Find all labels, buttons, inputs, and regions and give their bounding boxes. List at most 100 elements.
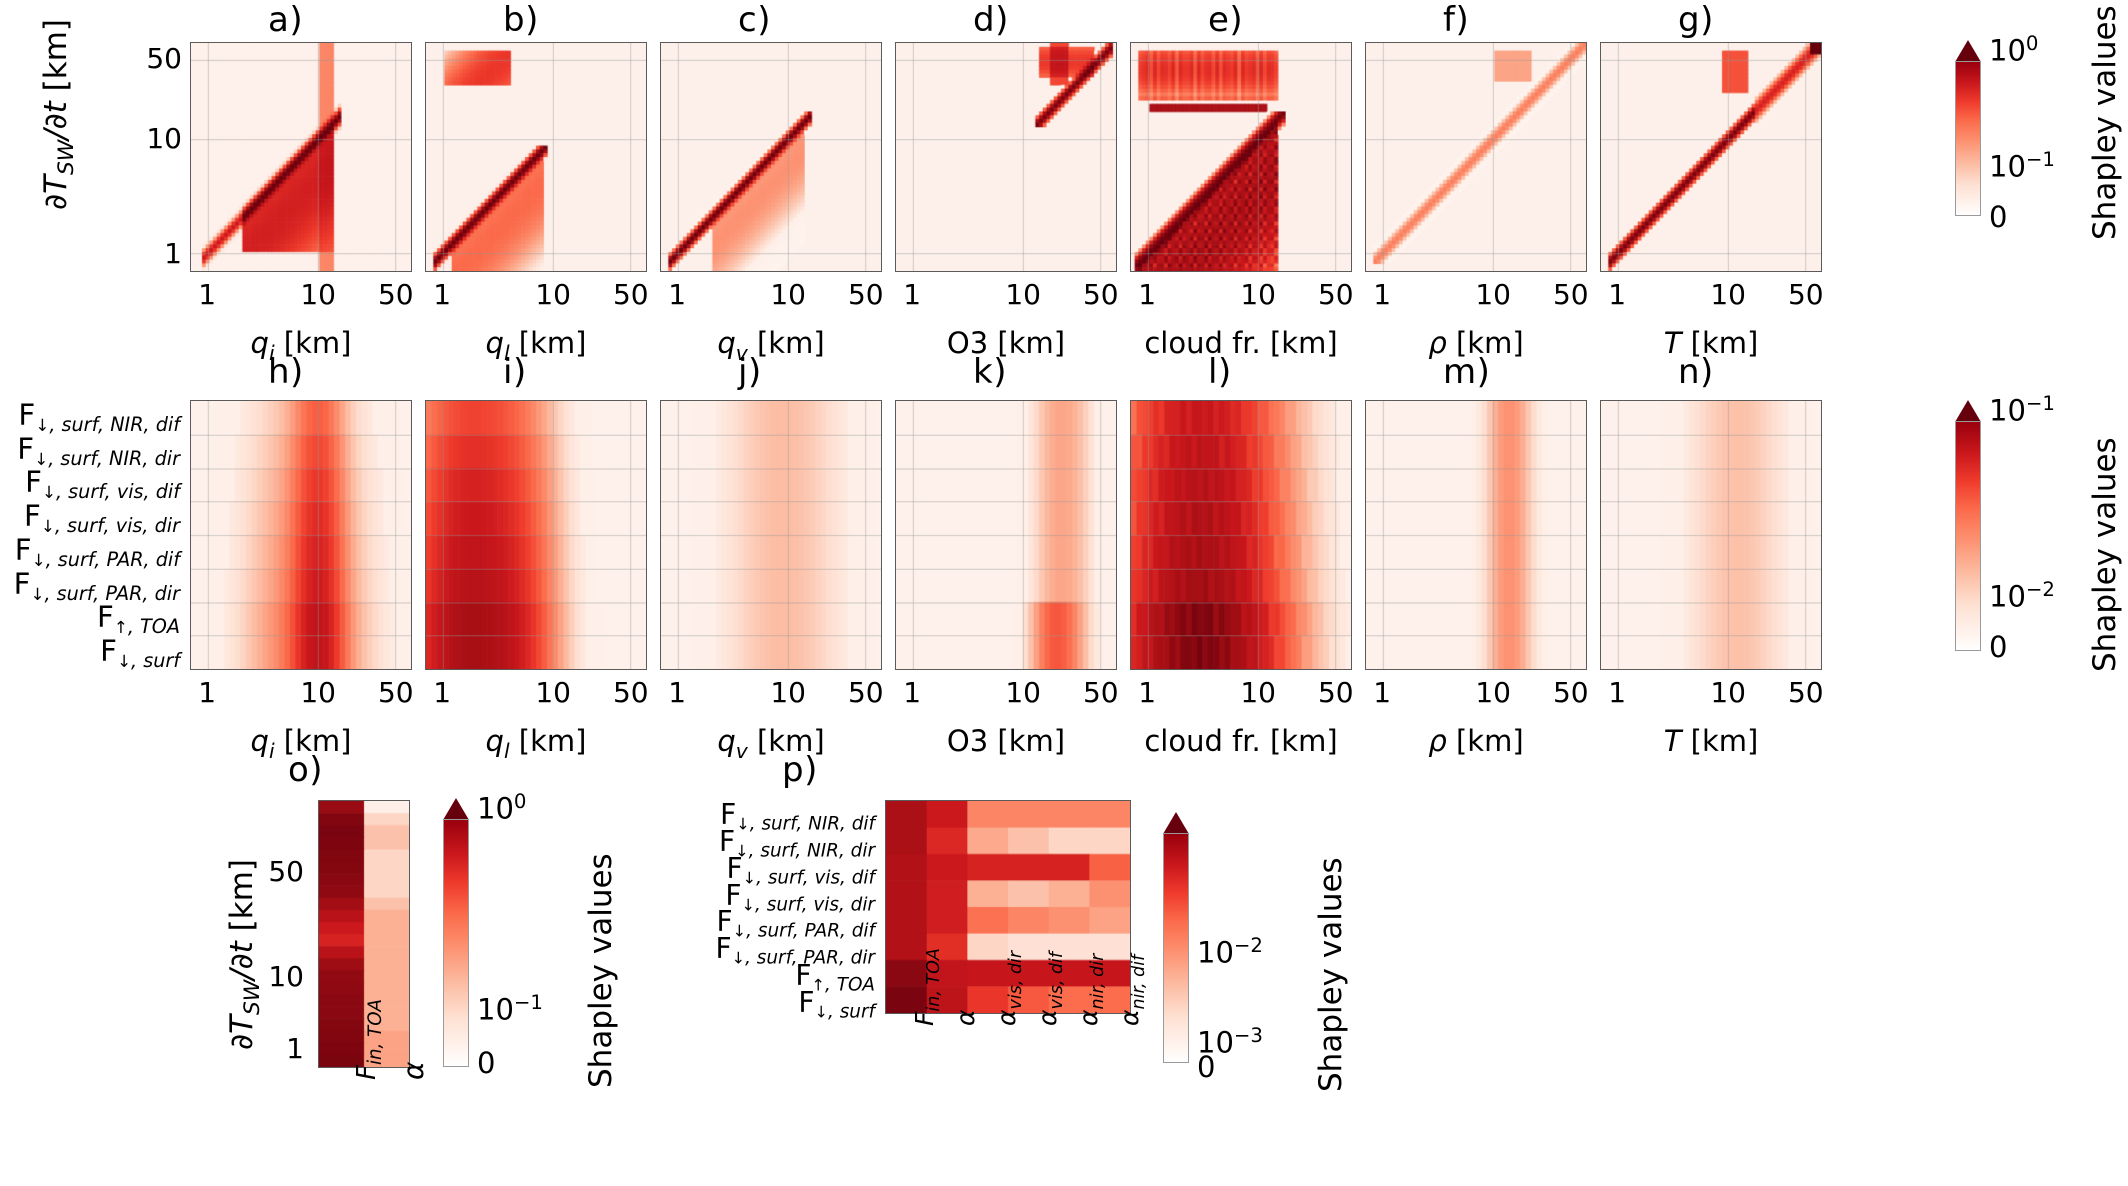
panel-p-xtick-label-0: Fin, TOA (910, 948, 945, 1026)
row1-xtick-4-1: 10 (1240, 278, 1276, 311)
row2-panel-3[interactable] (895, 400, 1117, 670)
row2-xtick-4-2: 50 (1317, 676, 1354, 709)
panel-o-xtick-alpha: α (397, 1061, 430, 1080)
panel-letter-h: h) (268, 352, 304, 392)
panel-p-ytick-1: F↓, surf, NIR, dir (719, 825, 875, 862)
colorbar-tick-1: 10−1 (477, 991, 543, 1027)
panel-letter-a: a) (268, 0, 304, 40)
row2-panel-2[interactable] (660, 400, 882, 670)
panel-letter-o: o) (288, 750, 324, 790)
row1-heatmap-3 (896, 43, 1116, 271)
row1-xtick-1-0: 1 (433, 278, 452, 311)
row1-panel-2[interactable] (660, 42, 882, 272)
row2-xtick-1-0: 1 (433, 676, 452, 709)
colorbar-tick-2: 0 (1989, 630, 2008, 664)
colorbar-tick-0: 10−1 (1989, 392, 2055, 428)
row1-ytick-0: 1 (164, 237, 182, 271)
row1-heatmap-2 (661, 43, 881, 271)
row2-panel-6[interactable] (1600, 400, 1822, 670)
colorbar-tick-2: 0 (1197, 1050, 1216, 1084)
row1-panel-1[interactable] (425, 42, 647, 272)
row2-panel-1[interactable] (425, 400, 647, 670)
row1-xtick-0-2: 50 (377, 278, 414, 311)
row2-heatmap-0 (191, 401, 411, 669)
row2-ytick-5: F↓, surf, PAR, dir (13, 566, 180, 605)
row2-xtick-2-1: 10 (770, 676, 806, 709)
row1-heatmap-4 (1131, 43, 1351, 271)
panel-o-heatmap[interactable] (318, 800, 410, 1068)
panel-p-xtick-4: αnir, dir (1074, 954, 1108, 1026)
row1-xtick-0-1: 10 (300, 278, 336, 311)
row2-xtick-5-0: 1 (1373, 676, 1392, 709)
panel-letter-d: d) (973, 0, 1009, 40)
row1-xtick-1-1: 10 (535, 278, 571, 311)
panel-p-heatmap[interactable] (885, 800, 1131, 1014)
row1-panel-0[interactable] (190, 42, 412, 272)
row1-heatmap-6 (1601, 43, 1821, 271)
row2-ytick-7: F↓, surf (100, 634, 180, 672)
row1-xlabel-6: T [km] (1663, 326, 1759, 360)
panel-p-xtick-0: Fin, TOA (910, 948, 944, 1026)
panel-letter-c: c) (738, 0, 771, 40)
row1-panel-4[interactable] (1130, 42, 1352, 272)
row1-xtick-2-0: 1 (668, 278, 687, 311)
row1-xtick-3-1: 10 (1005, 278, 1041, 311)
panel-p-xtick-label-5: αnir, dif (1115, 954, 1150, 1026)
row2-xtick-4-1: 10 (1240, 676, 1276, 709)
row2-ytick-0: F↓, surf, NIR, dif (18, 397, 180, 436)
panel-o-ytick-1: 1 (286, 1032, 304, 1065)
row2-xtick-1-1: 10 (535, 676, 571, 709)
panel-o-ytick-50: 50 (268, 855, 304, 888)
row2-heatmap-5 (1366, 401, 1586, 669)
row2-xtick-2-2: 50 (847, 676, 884, 709)
row2-heatmap-1 (426, 401, 646, 669)
row1-heatmap-1 (426, 43, 646, 271)
row1-xtick-6-1: 10 (1710, 278, 1746, 311)
row2-ytick-6: F↑, TOA (96, 600, 180, 639)
row1-xtick-5-1: 10 (1475, 278, 1511, 311)
row1-xlabel-3: O3 [km] (946, 326, 1066, 360)
colorbar-arrow-icon (1955, 400, 1981, 422)
row1-panel-3[interactable] (895, 42, 1117, 272)
panel-letter-p: p) (782, 750, 818, 790)
row2-xlabel-0: qi [km] (250, 724, 352, 763)
row2-xtick-4-0: 1 (1138, 676, 1157, 709)
row1-panel-5[interactable] (1365, 42, 1587, 272)
panel-letter-k: k) (973, 352, 1007, 392)
panel-letter-m: m) (1443, 352, 1491, 392)
row1-ytick-1: 10 (146, 122, 182, 156)
row2-xlabel-6: T [km] (1663, 724, 1759, 758)
row2-xtick-0-1: 10 (300, 676, 336, 709)
colorbar-tick-1: 10−2 (1989, 578, 2055, 614)
row2-panel-0[interactable] (190, 400, 412, 670)
row2-xtick-5-2: 50 (1552, 676, 1589, 709)
panel-p-xtick-2: αvis, dir (992, 951, 1026, 1026)
panel-p-ytick-2: F↓, surf, vis, dif (726, 851, 876, 889)
panel-p-xtick-1: α (951, 1010, 980, 1026)
row1-ylabel: ∂TSW/∂t [km] (38, 18, 80, 210)
row1-xtick-0-0: 1 (198, 278, 217, 311)
row2-panel-5[interactable] (1365, 400, 1587, 670)
panel-p-ytick-0: F↓, surf, NIR, dif (720, 798, 875, 835)
panel-o-xtick-fin: Fin, TOA (352, 999, 387, 1080)
row2-xtick-5-1: 10 (1475, 676, 1511, 709)
row2-ytick-2: F↓, surf, vis, dif (25, 465, 180, 504)
panel-p-xtick-label-1: α (951, 1009, 981, 1026)
colorbar-arrow-icon (1955, 40, 1981, 62)
row1-panel-6[interactable] (1600, 42, 1822, 272)
row2-ytick-4: F↓, surf, PAR, dif (14, 532, 180, 571)
row2-heatmap-6 (1601, 401, 1821, 669)
row2-xtick-3-1: 10 (1005, 676, 1041, 709)
row1-heatmap-0 (191, 43, 411, 271)
row2-xtick-6-1: 10 (1710, 676, 1746, 709)
row1-xtick-6-2: 50 (1787, 278, 1824, 311)
row2-panel-4[interactable] (1130, 400, 1352, 670)
row2-xtick-1-2: 50 (612, 676, 649, 709)
panel-letter-e: e) (1208, 0, 1244, 40)
row1-xlabel-0: qi [km] (250, 326, 352, 365)
row1-xtick-4-2: 50 (1317, 278, 1354, 311)
panel-p-xtick-3: αvis, dif (1033, 952, 1067, 1026)
colorbar-gradient (1955, 61, 1981, 216)
colorbar-tick-0: 100 (1989, 32, 2039, 68)
